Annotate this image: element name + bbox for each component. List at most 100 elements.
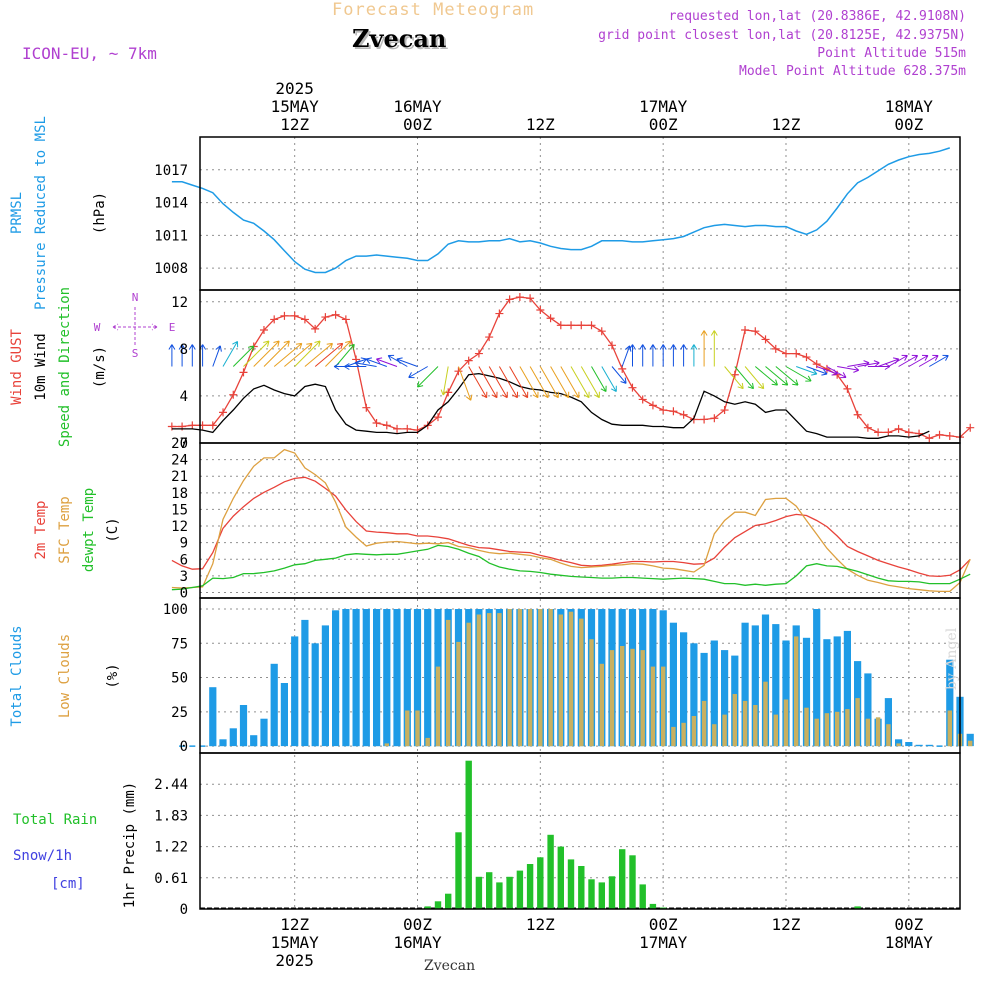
- gust-point-marker: [679, 410, 688, 419]
- y-tick-label: 27: [171, 436, 188, 452]
- low-cloud-bar: [732, 694, 737, 747]
- rain-bar: [578, 866, 585, 909]
- time-label-bottom: 00Z: [403, 915, 432, 934]
- gust-point-marker: [935, 430, 944, 439]
- model-altitude: Model Point Altitude 628.375m: [739, 64, 966, 79]
- series-layer: [167, 147, 975, 909]
- low-cloud-bar: [845, 709, 850, 747]
- label-percent-unit: (%): [105, 663, 121, 688]
- total-cloud-bar: [280, 683, 288, 747]
- low-cloud-bar: [589, 639, 594, 747]
- wind-direction-arrow: [232, 345, 255, 367]
- low-cloud-bar: [609, 650, 615, 747]
- gust-point-marker: [966, 423, 975, 432]
- requested-coords: requested lon,lat (20.8386E, 42.9108N): [668, 9, 966, 24]
- y-tick-label: 8: [180, 342, 188, 358]
- gust-point-marker: [526, 294, 535, 303]
- time-label-top: 00Z: [894, 115, 923, 134]
- low-cloud-bar: [896, 743, 901, 747]
- low-cloud-bar: [517, 609, 523, 747]
- low-cloud-bar: [415, 710, 420, 747]
- label-snow-1h: Snow/1h: [13, 848, 72, 864]
- total-cloud-bar: [680, 632, 688, 747]
- time-label-top: 12Z: [772, 115, 801, 134]
- grid-layer: [200, 137, 960, 910]
- low-cloud-bar: [681, 722, 686, 747]
- wind-direction-arrow: [754, 366, 778, 386]
- total-cloud-bar: [895, 739, 903, 747]
- rain-bar: [516, 870, 524, 909]
- total-cloud-bar: [925, 744, 933, 747]
- time-label-top: 16MAY: [393, 97, 442, 116]
- low-cloud-bar: [579, 618, 584, 747]
- rain-bar: [445, 893, 452, 909]
- total-cloud-bar: [761, 614, 770, 747]
- total-cloud-bar: [383, 609, 391, 747]
- wind-direction-arrow: [294, 340, 321, 367]
- wind-direction-arrow: [178, 344, 186, 367]
- gust-point-marker: [904, 428, 913, 437]
- gust-point-marker: [393, 424, 402, 433]
- gust-point-marker: [720, 406, 729, 415]
- gust-point-marker: [515, 293, 524, 302]
- wind-direction-arrow: [785, 366, 812, 382]
- low-cloud-bar: [783, 699, 789, 747]
- gust-point-marker: [474, 349, 483, 358]
- low-cloud-bar: [456, 641, 461, 747]
- total-cloud-bar: [393, 609, 401, 747]
- y-tick-label: 21: [171, 469, 188, 485]
- low-cloud-bar: [548, 609, 553, 747]
- gust-point-marker: [341, 315, 350, 324]
- total-cloud-bar: [424, 609, 432, 747]
- low-cloud-bar: [968, 740, 973, 747]
- low-cloud-bar: [446, 619, 451, 747]
- low-cloud-bar: [640, 650, 645, 747]
- gust-point-marker: [577, 321, 586, 330]
- total-cloud-bar: [301, 619, 309, 747]
- wind-direction-arrow: [724, 366, 744, 390]
- gust-point-marker: [751, 327, 760, 336]
- total-cloud-bar: [946, 659, 954, 747]
- gust-point-marker: [454, 367, 463, 376]
- label-precip-unit: 1hr Precip (mm): [122, 782, 138, 908]
- time-label-top: 18MAY: [885, 97, 934, 116]
- wind-direction-arrow: [669, 344, 677, 367]
- low-cloud-bar: [425, 737, 430, 747]
- label-prmsl: PRMSL: [9, 192, 25, 234]
- y-tick-label: 0: [180, 436, 188, 452]
- wind-direction-arrow: [611, 366, 627, 384]
- total-cloud-bar: [721, 650, 729, 747]
- compass-w: W: [94, 321, 101, 334]
- low-cloud-bar: [701, 700, 707, 747]
- wind-direction-arrow: [354, 360, 377, 367]
- y-tick-label: 0: [180, 739, 188, 755]
- wind-direction-arrow: [898, 354, 919, 367]
- wind-direction-arrow: [458, 366, 473, 401]
- gust-point-marker: [433, 413, 442, 422]
- wind-direction-arrow: [539, 366, 559, 399]
- gust-point-marker: [741, 326, 750, 335]
- rain-bar: [424, 906, 431, 909]
- time-label-top: 00Z: [649, 115, 678, 134]
- label-ms-unit: (m/s): [92, 346, 108, 388]
- panel-frame: [199, 289, 961, 444]
- panel-frame: [199, 136, 961, 291]
- total-cloud-bar: [782, 640, 790, 747]
- low-cloud-bar: [814, 718, 819, 747]
- gust-point-marker: [894, 424, 903, 433]
- low-cloud-bar: [947, 710, 952, 747]
- total-cloud-bar: [813, 609, 821, 747]
- total-cloud-bar: [321, 625, 329, 747]
- time-label-bottom: 15MAY: [271, 933, 320, 952]
- low-cloud-bar: [476, 614, 482, 747]
- y-tick-label: 0: [180, 585, 188, 601]
- gust-point-marker: [874, 428, 883, 437]
- total-cloud-bar: [823, 639, 831, 747]
- wind-direction-arrow: [690, 344, 698, 367]
- y-tick-label: 1.22: [154, 840, 188, 856]
- gust-point-marker: [802, 353, 811, 362]
- wind-direction-arrow: [929, 354, 949, 367]
- total-cloud-bar: [710, 640, 718, 747]
- low-cloud-bar: [487, 613, 492, 747]
- wind-direction-arrow: [918, 354, 939, 367]
